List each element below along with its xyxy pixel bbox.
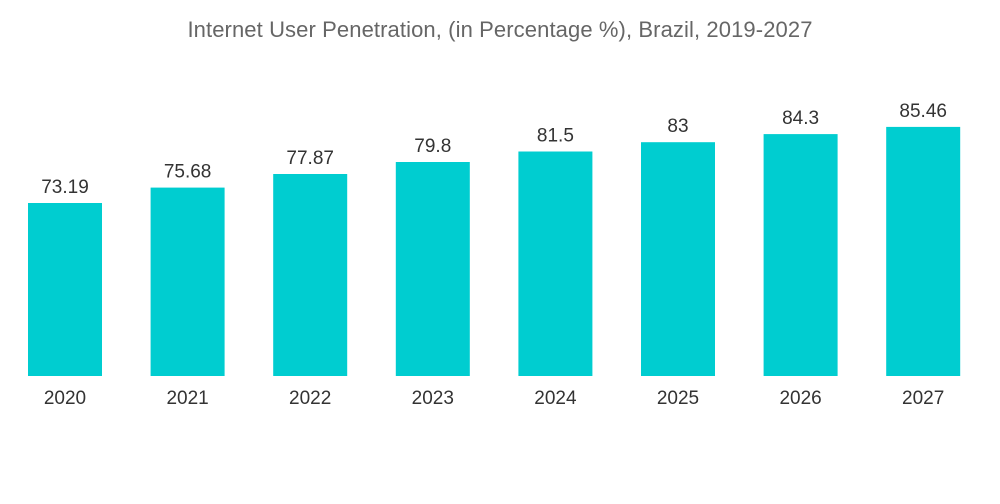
x-axis-tick-labels: 2020 2021 2022 2023 2024 2025 2026 2027 <box>44 388 944 409</box>
value-label-2021: 75.68 <box>164 162 212 183</box>
chart-title: Internet User Penetration, (in Percentag… <box>187 17 813 42</box>
x-tick-label-2021: 2021 <box>166 388 208 409</box>
x-tick-label-2022: 2022 <box>289 388 331 409</box>
x-tick-label-2024: 2024 <box>534 388 577 409</box>
bars-group <box>28 126 961 377</box>
value-label-2025: 83 <box>667 116 688 137</box>
value-label-2022: 77.87 <box>286 148 334 169</box>
value-label-2023: 79.8 <box>414 136 451 157</box>
value-label-2020: 73.19 <box>41 177 89 198</box>
bar-2025 <box>641 142 715 376</box>
x-tick-label-2020: 2020 <box>44 388 86 409</box>
bar-2023 <box>395 162 470 376</box>
x-tick-label-2025: 2025 <box>657 388 699 409</box>
bar-2021 <box>150 187 225 376</box>
bar-2022 <box>273 174 348 376</box>
bar-2027 <box>886 126 961 377</box>
x-tick-label-2026: 2026 <box>779 388 821 409</box>
x-tick-label-2027: 2027 <box>902 388 944 409</box>
bar-2020 <box>28 203 102 376</box>
value-labels-group: 73.19 75.68 77.87 79.8 81.5 83 84.3 85.46 <box>41 101 947 198</box>
value-label-2027: 85.46 <box>899 101 947 122</box>
value-label-2024: 81.5 <box>537 126 574 147</box>
x-tick-label-2023: 2023 <box>412 388 454 409</box>
bar-2026 <box>763 134 838 376</box>
value-label-2026: 84.3 <box>782 108 819 129</box>
bar-2024 <box>518 151 593 376</box>
